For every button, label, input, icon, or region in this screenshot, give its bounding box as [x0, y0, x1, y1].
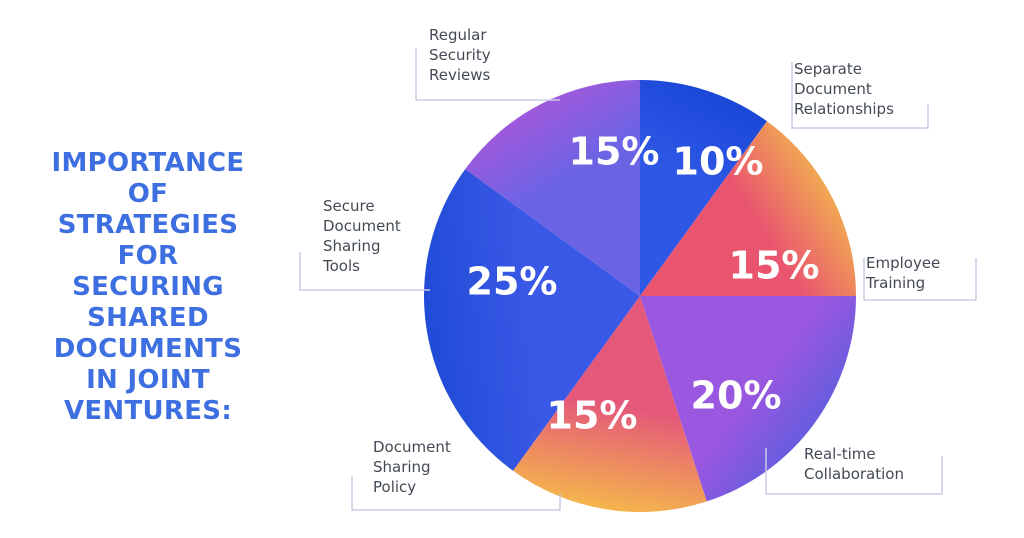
- slice-category-label: Real-time Collaboration: [804, 445, 904, 483]
- label-line: Secure: [323, 197, 375, 215]
- slice-category-label: Document Sharing Policy: [373, 438, 451, 496]
- slice-percent-label: 10%: [673, 140, 764, 184]
- callout-line: [765, 448, 943, 495]
- title-line: SECURING: [72, 272, 224, 302]
- chart-title: IMPORTANCE OF STRATEGIES FOR SECURING SHARED D…: [38, 148, 258, 427]
- slice-percent-label: 15%: [547, 394, 638, 438]
- label-line: Relationships: [794, 100, 894, 118]
- callout-line: [299, 252, 430, 291]
- label-line: Reviews: [429, 66, 491, 84]
- label-line: Employee: [866, 254, 940, 272]
- pie-slice: [465, 80, 640, 296]
- label-line: Document: [323, 217, 401, 235]
- label-line: Tools: [322, 257, 360, 275]
- pie-slice: [424, 169, 640, 471]
- slice-category-label: Secure Document Sharing Tools: [322, 197, 401, 275]
- slice-percent-label: 15%: [729, 244, 820, 288]
- slice-category-label: Separate Document Relationships: [794, 60, 894, 118]
- slice-percent-label: 25%: [467, 260, 558, 304]
- label-line: Document: [794, 80, 872, 98]
- label-line: Security: [429, 46, 491, 64]
- label-line: Separate: [794, 60, 862, 78]
- pie-slice: [640, 80, 767, 296]
- callout-line: [351, 476, 561, 511]
- callout-line: [791, 62, 929, 129]
- slice-percent-label: 15%: [569, 130, 660, 174]
- callout-line: [415, 48, 560, 101]
- title-line: STRATEGIES: [57, 210, 239, 240]
- label-line: Collaboration: [804, 465, 904, 483]
- title-line: IMPORTANCE: [51, 148, 245, 178]
- title-line: VENTURES:: [63, 396, 233, 426]
- pie-slice: [513, 296, 707, 513]
- pie-slice: [640, 121, 856, 297]
- slice-category-label: Employee Training: [865, 254, 940, 292]
- label-line: Document: [373, 438, 451, 456]
- label-line: Training: [865, 274, 925, 292]
- title-line: DOCUMENTS: [53, 334, 243, 364]
- label-line: Policy: [373, 478, 416, 496]
- label-line: Real-time: [804, 445, 876, 463]
- title-line: OF: [127, 179, 169, 209]
- label-line: Sharing: [323, 237, 381, 255]
- title-line: FOR: [117, 241, 179, 271]
- title-line: SHARED: [87, 303, 209, 333]
- slice-category-label: Regular Security Reviews: [429, 26, 491, 84]
- pie-slice: [640, 296, 856, 502]
- title-line: IN JOINT: [86, 365, 210, 395]
- callout-line: [863, 258, 977, 301]
- label-line: Regular: [429, 26, 487, 44]
- label-line: Sharing: [373, 458, 431, 476]
- slice-percent-label: 20%: [691, 374, 782, 418]
